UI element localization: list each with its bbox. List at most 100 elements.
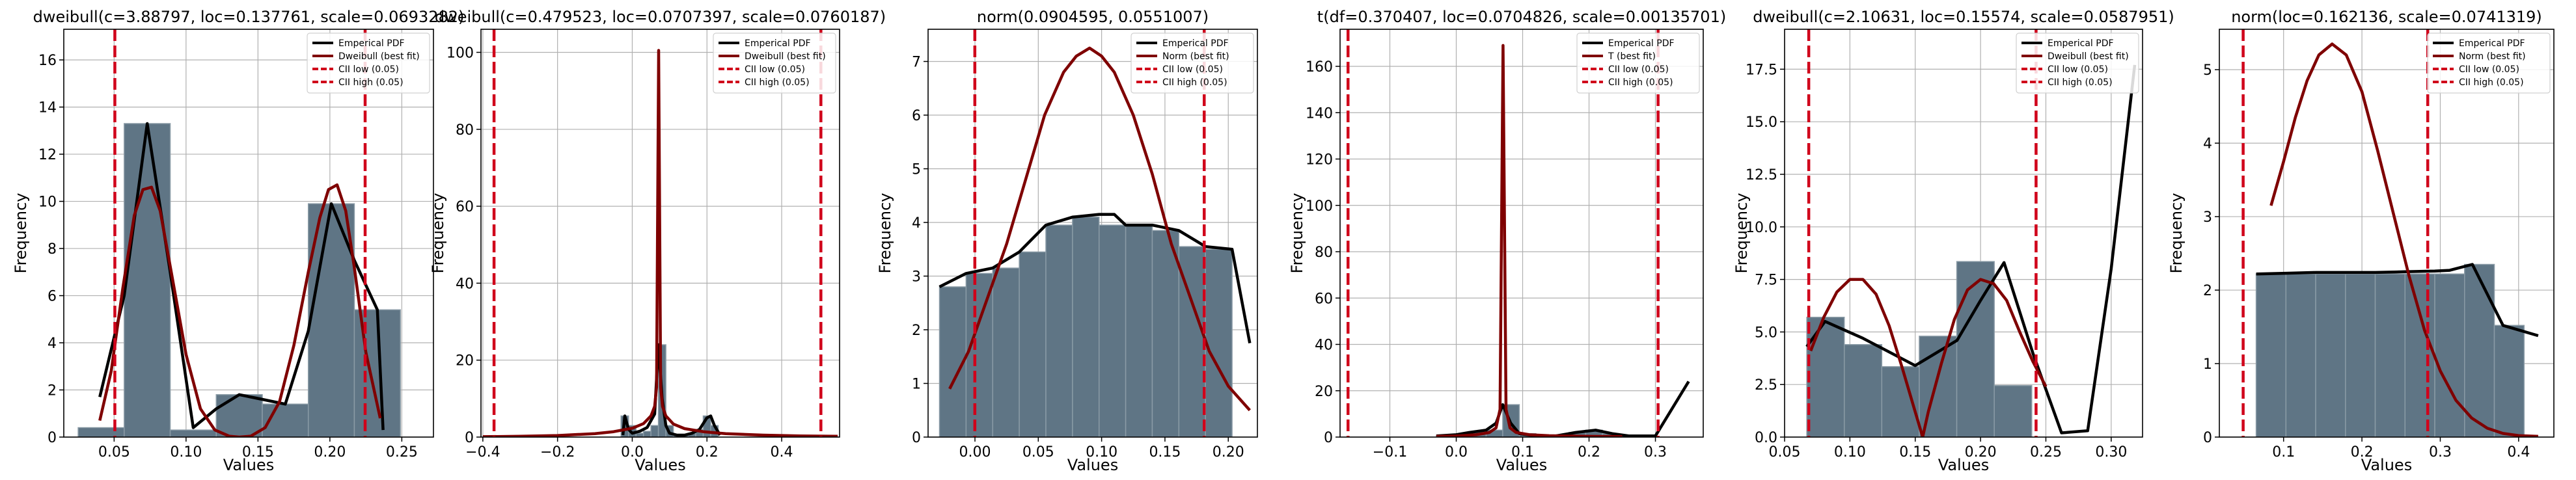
axes-frame (1784, 29, 2143, 438)
legend-label: CII low (0.05) (1162, 64, 1223, 75)
histogram-bar (635, 433, 644, 437)
legend-label: CII high (0.05) (1162, 77, 1227, 88)
y-tick-label: 160 (1306, 59, 1333, 75)
legend-label: CII high (0.05) (1608, 77, 1673, 88)
x-tick-label: 0.10 (1834, 444, 1866, 460)
histogram-bar (169, 429, 217, 437)
chart-title: dweibull(c=0.479523, loc=0.0707397, scal… (435, 8, 886, 26)
x-tick-label: −0.4 (465, 444, 500, 460)
legend-label: CII low (0.05) (2048, 64, 2108, 75)
histogram-bar (2345, 273, 2376, 437)
histogram-bar (2404, 273, 2435, 437)
histogram-bar (2374, 273, 2406, 437)
axes-frame (1339, 29, 1704, 438)
legend-label: CII low (0.05) (2459, 64, 2519, 75)
x-tick-label: 0.25 (386, 444, 418, 460)
x-tick-label: 0.4 (2507, 444, 2530, 460)
x-tick-label: 0.3 (1644, 444, 1667, 460)
y-axis-label: Frequency (2167, 193, 2185, 274)
legend: Emperical PDF Dweibull (best fit) CII low … (713, 33, 836, 94)
histogram-bar (77, 427, 125, 437)
x-tick-label: 0.05 (1769, 444, 1801, 460)
axes-frame (2219, 29, 2555, 438)
y-tick-label: 0 (465, 430, 474, 446)
histogram-bar (642, 431, 651, 437)
axes-frame (63, 29, 434, 438)
y-tick-label: 8 (48, 241, 57, 258)
legend-box (713, 33, 836, 94)
legend-label: CII low (0.05) (1608, 64, 1669, 75)
chart-panel-6: 0.1 0.2 0.3 0.4 0 1 2 3 4 5 norm(loc=0.162136, sca… (2167, 8, 2555, 474)
histogram-bar (1125, 224, 1153, 437)
x-tick-label: 0.15 (242, 444, 274, 460)
y-tick-label: 20 (1315, 384, 1333, 400)
x-tick-label: 0.0 (1445, 444, 1468, 460)
y-tick-label: 100 (446, 45, 474, 61)
y-tick-label: 7.5 (1755, 273, 1777, 289)
chart-title: norm(loc=0.162136, scale=0.0741319) (2231, 8, 2542, 26)
x-tick-label: 0.20 (1213, 444, 1244, 460)
axes-frame (480, 29, 840, 438)
y-tick-label: 6 (48, 289, 57, 305)
y-axis-label: Frequency (876, 193, 894, 274)
legend-box (307, 33, 430, 94)
empirical-pdf-line (1805, 64, 2137, 434)
x-tick-label: 0.20 (314, 444, 346, 460)
y-tick-label: 140 (1306, 105, 1333, 122)
y-tick-label: 3 (912, 269, 921, 286)
y-tick-label: 7 (912, 55, 921, 71)
legend-label: CII high (0.05) (2048, 77, 2113, 88)
y-tick-label: 60 (456, 199, 474, 215)
chart-title: norm(0.0904595, 0.0551007) (977, 8, 1209, 26)
x-tick-label: −0.2 (540, 444, 575, 460)
legend-box (1576, 33, 1700, 94)
legend-label: Norm (best fit) (2459, 51, 2526, 62)
legend: Emperical PDF T (best fit) CII low (0.05) C… (1576, 33, 1700, 94)
y-tick-label: 100 (1306, 198, 1333, 215)
chart-panel-1: 0.05 0.10 0.15 0.20 0.25 0 2 4 6 8 10 12 14 16 dweibul… (12, 8, 464, 474)
histogram-bar (1045, 224, 1073, 437)
chart-title: dweibull(c=3.88797, loc=0.137761, scale=… (33, 8, 465, 26)
legend-box (2427, 33, 2551, 94)
y-tick-label: 40 (456, 276, 474, 292)
legend-label: CII high (0.05) (2459, 77, 2524, 88)
histogram-bar (215, 394, 263, 437)
plot-area (77, 29, 401, 437)
x-tick-label: 0.05 (98, 444, 130, 460)
y-tick-label: 0 (2203, 430, 2212, 446)
histogram-bar (124, 123, 171, 437)
legend-label: Emperical PDF (745, 38, 811, 49)
histogram-bar (1994, 385, 2033, 437)
histogram-bar (992, 267, 1020, 437)
x-axis-label: Values (1496, 456, 1547, 474)
histogram-bar (2255, 273, 2287, 437)
histogram-bar (1205, 248, 1233, 437)
y-tick-label: 16 (38, 53, 57, 69)
y-axis-label: Frequency (429, 193, 447, 274)
x-tick-label: 0.25 (2030, 444, 2062, 460)
y-tick-label: 120 (1306, 152, 1333, 168)
legend-label: CII high (0.05) (745, 77, 810, 88)
histogram-bar (2493, 325, 2525, 437)
legend-label: Emperical PDF (1162, 38, 1229, 49)
legend-label: T (best fit) (1608, 51, 1656, 62)
y-tick-label: 2 (2203, 283, 2212, 299)
chart-title: t(df=0.370407, loc=0.0704826, scale=0.00… (1317, 8, 1726, 26)
legend: Emperical PDF Dweibull (best fit) CII low … (2016, 33, 2139, 94)
y-tick-label: 14 (38, 100, 57, 116)
x-tick-label: 0.1 (1511, 444, 1534, 460)
histogram-bar (1019, 251, 1047, 437)
x-tick-label: 0.2 (1578, 444, 1600, 460)
y-tick-label: 1 (912, 377, 921, 393)
plot-area (482, 29, 838, 437)
legend-label: CII high (0.05) (338, 77, 404, 88)
legend-label: Dweibull (best fit) (338, 51, 420, 62)
histogram-bar (2434, 273, 2465, 437)
plot-area (939, 29, 1252, 437)
y-tick-label: 10.0 (1746, 220, 1777, 236)
x-tick-label: 0.1 (2272, 444, 2295, 460)
y-tick-label: 5 (2203, 62, 2212, 79)
x-axis-label: Values (635, 456, 685, 474)
histogram-bar (650, 425, 659, 437)
best-fit-line (948, 46, 1251, 412)
